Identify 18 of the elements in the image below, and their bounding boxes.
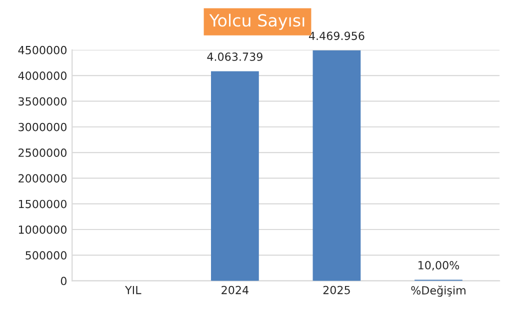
y-tick-label: 1000000 — [18, 225, 66, 234]
y-tick-label: 4000000 — [18, 72, 66, 80]
x-tick-label: %Değişim — [411, 286, 466, 297]
y-tick-label: 3000000 — [18, 122, 66, 132]
y-tick-label: 4500000 — [18, 46, 66, 54]
x-tick-label: 2025 — [323, 286, 350, 294]
x-tick-label: 2024 — [222, 286, 248, 294]
y-tick-label: 3500000 — [18, 97, 66, 106]
data-label: 10,00% — [418, 261, 460, 271]
data-label: 4.469.956 — [308, 32, 364, 40]
data-label: 4.063.739 — [207, 52, 262, 61]
y-tick-label: 500000 — [26, 251, 66, 260]
x-tick-label: YIL — [125, 286, 142, 294]
y-tick-label: 1500000 — [18, 200, 66, 208]
y-tick-label: 0 — [60, 276, 66, 286]
y-tick-label: 2500000 — [18, 148, 66, 157]
chart-title: Yolcu Sayısı — [209, 14, 304, 30]
y-tick-label: 2000000 — [18, 174, 66, 183]
